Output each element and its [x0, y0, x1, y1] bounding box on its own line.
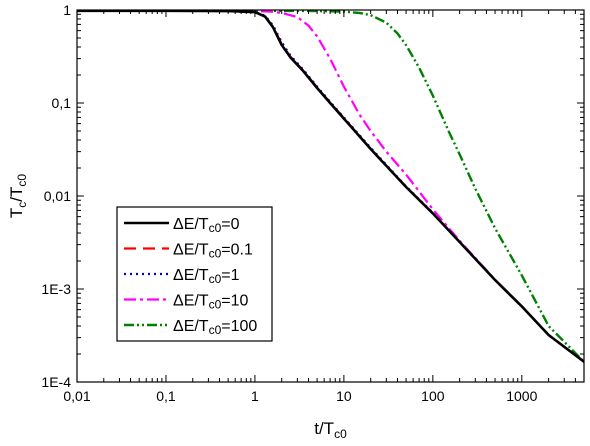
x-tick-label: 10	[336, 388, 352, 404]
legend-label-main: ΔE/T	[173, 242, 209, 259]
x-tick-label: 1	[251, 388, 259, 404]
y-tick-label: 0,01	[44, 188, 71, 204]
ticks-layer: 0,01 0,1 1 10 100 1000 1 0,1 0,01 1E-3 1E-4	[41, 2, 585, 404]
y-axis-title: Tc/Tc0	[7, 174, 29, 219]
legend-label: ΔE/Tc0=0	[173, 216, 240, 235]
x-tick-label: 0,01	[63, 388, 90, 404]
legend-label-main: ΔE/T	[173, 216, 209, 233]
x-tick-label: 0,1	[156, 388, 176, 404]
y-tick-label: 0,1	[52, 95, 72, 111]
legend-label-main: ΔE/T	[173, 318, 209, 335]
x-axis-title-sub: c0	[334, 427, 347, 441]
legend-label-tail: =0	[221, 216, 239, 233]
legend-label-main: ΔE/T	[173, 267, 209, 284]
legend-label-sub: c0	[209, 298, 222, 312]
legend-label: ΔE/Tc0=1	[173, 267, 240, 286]
x-tick-label: 100	[421, 388, 445, 404]
y-axis-title-main: T	[7, 208, 26, 218]
y-tick-label: 1	[63, 2, 71, 18]
legend-label-sub: c0	[209, 272, 222, 286]
series-line	[77, 10, 584, 363]
legend-label-tail: =100	[221, 318, 257, 335]
legend-label-sub: c0	[209, 323, 222, 337]
legend-label: ΔE/Tc0=0.1	[173, 242, 253, 261]
y-axis-title-sub1: c	[15, 202, 29, 208]
legend-label-sub: c0	[209, 247, 222, 261]
x-axis-title-main: t/T	[314, 419, 334, 438]
series-layer	[77, 10, 584, 364]
series-line	[77, 10, 584, 364]
legend-label: ΔE/Tc0=10	[173, 293, 249, 312]
y-axis-title-sub2: c0	[15, 174, 29, 187]
legend-label-tail: =0.1	[221, 242, 253, 259]
legend-label-tail: =10	[221, 293, 248, 310]
x-tick-label: 1000	[506, 388, 537, 404]
x-axis-title: t/Tc0	[314, 419, 347, 441]
y-tick-label: 1E-3	[41, 281, 71, 297]
y-tick-label: 1E-4	[41, 374, 71, 390]
legend: ΔE/Tc0=0ΔE/Tc0=0.1ΔE/Tc0=1ΔE/Tc0=10ΔE/Tc…	[116, 206, 273, 342]
y-axis-title-mid: /T	[7, 187, 26, 202]
legend-label-tail: =1	[221, 267, 239, 284]
legend-label-main: ΔE/T	[173, 293, 209, 310]
legend-label: ΔE/Tc0=100	[173, 318, 257, 337]
legend-label-sub: c0	[209, 221, 222, 235]
